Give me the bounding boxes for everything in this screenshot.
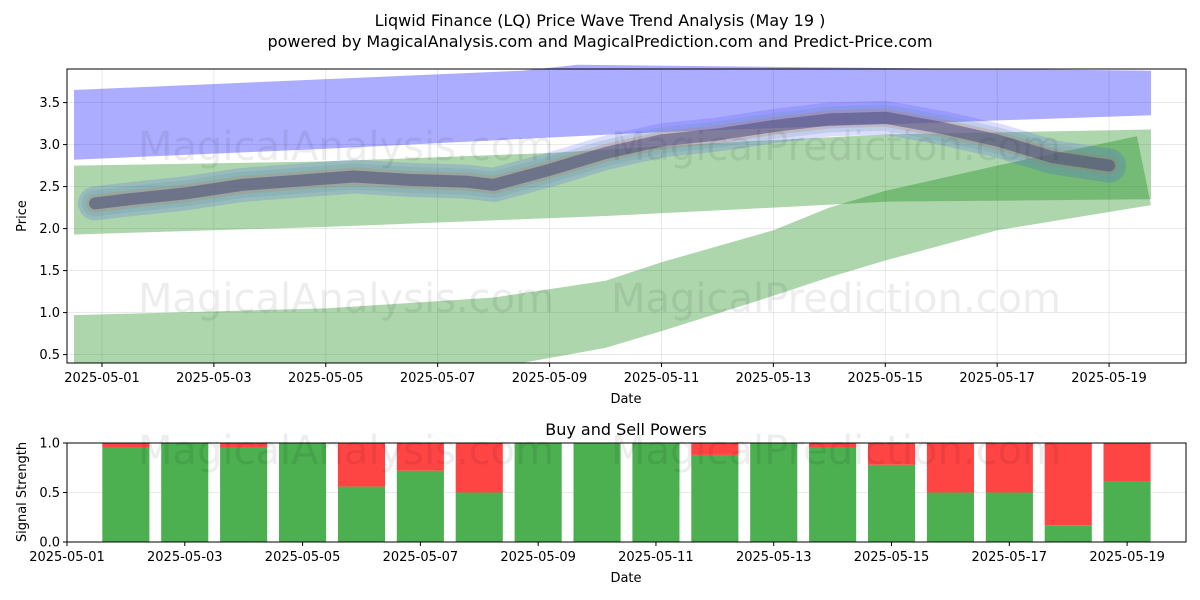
price-x-tick-label: 2025-05-01 (64, 371, 140, 386)
sell-bar (1044, 443, 1092, 526)
buy-bar (161, 443, 209, 542)
buy-sell-bars (102, 443, 1151, 542)
sell-bar (985, 443, 1033, 493)
buy-bar (220, 447, 268, 542)
buy-sell-x-tick-label: 2025-05-01 (29, 550, 105, 565)
buy-sell-x-tick-label: 2025-05-15 (854, 550, 930, 565)
price-y-tick-label: 3.0 (39, 138, 60, 153)
sell-bar (691, 443, 739, 455)
price-x-tick-label: 2025-05-07 (400, 371, 476, 386)
sell-bar (396, 443, 444, 471)
figure-subtitle: powered by MagicalAnalysis.com and Magic… (267, 32, 932, 51)
buy-sell-y-tick-label: 1.0 (39, 437, 60, 452)
wave-band-green-1 (74, 129, 1151, 235)
buy-bar (1044, 525, 1092, 542)
price-wave-bands (74, 64, 1151, 363)
sell-bar (455, 443, 503, 493)
sell-bar (220, 443, 268, 448)
sell-bar (102, 443, 150, 448)
buy-bar (632, 443, 680, 542)
buy-bar (337, 486, 385, 542)
buy-sell-y-tick-label: 0.0 (39, 536, 60, 551)
buy-bar (396, 470, 444, 542)
wave-band-blue-0 (74, 64, 1151, 160)
sell-bar (809, 443, 857, 448)
figure-title: Liqwid Finance (LQ) Price Wave Trend Ana… (375, 11, 826, 30)
price-y-tick-label: 0.5 (39, 348, 60, 363)
buy-sell-watermarks: MagicalAnalysis.com MagicalPrediction.co… (138, 428, 1061, 474)
buy-bar (985, 492, 1033, 542)
price-y-tick-label: 1.5 (39, 264, 60, 279)
price-x-tick-label: 2025-05-05 (288, 371, 364, 386)
buy-sell-title: Buy and Sell Powers (545, 420, 707, 439)
watermark-prediction-upper: MagicalPrediction.com (611, 124, 1061, 170)
sell-bar (1103, 443, 1151, 482)
buy-sell-x-tick-label: 2025-05-17 (972, 550, 1048, 565)
watermark-prediction-lower: MagicalPrediction.com (611, 428, 1061, 474)
price-wave-chart: MagicalAnalysis.com MagicalPrediction.co… (15, 64, 1187, 407)
price-line-layer (89, 111, 1116, 210)
sell-bar (337, 443, 385, 487)
price-plot-frame (66, 68, 1187, 364)
buy-sell-y-tick-label: 0.5 (39, 486, 60, 501)
watermark-prediction-middle: MagicalPrediction.com (611, 276, 1061, 322)
buy-sell-x-tick-label: 2025-05-19 (1089, 550, 1165, 565)
buy-sell-x-ticks: 2025-05-01 2025-05-03 2025-05-05 2025-05-07… (29, 542, 1165, 565)
buy-bar (750, 443, 798, 542)
price-line-group (78, 100, 1127, 221)
buy-bar (573, 443, 621, 542)
price-y-tick-label: 3.5 (39, 96, 60, 111)
buy-bar (691, 454, 739, 542)
watermark-analysis-middle: MagicalAnalysis.com (138, 276, 554, 322)
buy-bar (868, 464, 916, 542)
buy-bar (514, 443, 562, 542)
price-y-axis-label: Price (15, 200, 30, 232)
price-x-tick-label: 2025-05-13 (736, 371, 812, 386)
buy-bar (926, 492, 974, 542)
price-x-tick-label: 2025-05-09 (512, 371, 588, 386)
price-y-ticks: 0.5 1.0 1.5 2.0 2.5 3.0 3.5 (39, 96, 67, 363)
price-x-tick-label: 2025-05-19 (1071, 371, 1147, 386)
buy-sell-y-ticks: 0.0 0.5 1.0 (39, 437, 67, 551)
price-x-tick-label: 2025-05-17 (959, 371, 1035, 386)
buy-sell-x-tick-label: 2025-05-11 (618, 550, 694, 565)
buy-bar (455, 492, 503, 542)
buy-sell-y-axis-label: Signal Strength (15, 442, 30, 542)
buy-sell-x-tick-label: 2025-05-03 (147, 550, 223, 565)
buy-bar (279, 443, 327, 542)
buy-sell-chart: Buy and Sell Powers MagicalAnalysis.com … (15, 420, 1187, 586)
watermark-analysis-upper: MagicalAnalysis.com (138, 124, 554, 170)
buy-bar (809, 447, 857, 542)
price-y-tick-label: 2.5 (39, 180, 60, 195)
price-x-tick-label: 2025-05-15 (847, 371, 923, 386)
price-x-axis-label: Date (610, 392, 641, 407)
price-watermarks: MagicalAnalysis.com MagicalPrediction.co… (138, 124, 1061, 322)
buy-bar (102, 447, 150, 542)
sell-bar (868, 443, 916, 465)
buy-sell-x-axis-label: Date (610, 571, 641, 586)
buy-sell-x-tick-label: 2025-05-09 (500, 550, 576, 565)
sell-bar (926, 443, 974, 493)
price-x-tick-label: 2025-05-11 (624, 371, 700, 386)
buy-bar (1103, 481, 1151, 542)
wave-band-green-2 (74, 136, 1151, 363)
buy-sell-x-tick-label: 2025-05-05 (265, 550, 341, 565)
buy-sell-x-tick-label: 2025-05-07 (383, 550, 459, 565)
price-y-tick-label: 1.0 (39, 306, 60, 321)
buy-sell-x-tick-label: 2025-05-13 (736, 550, 812, 565)
watermark-analysis-lower: MagicalAnalysis.com (138, 428, 554, 474)
price-x-ticks: 2025-05-01 2025-05-03 2025-05-05 2025-05-07… (64, 363, 1147, 386)
price-x-tick-label: 2025-05-03 (176, 371, 252, 386)
price-y-tick-label: 2.0 (39, 222, 60, 237)
